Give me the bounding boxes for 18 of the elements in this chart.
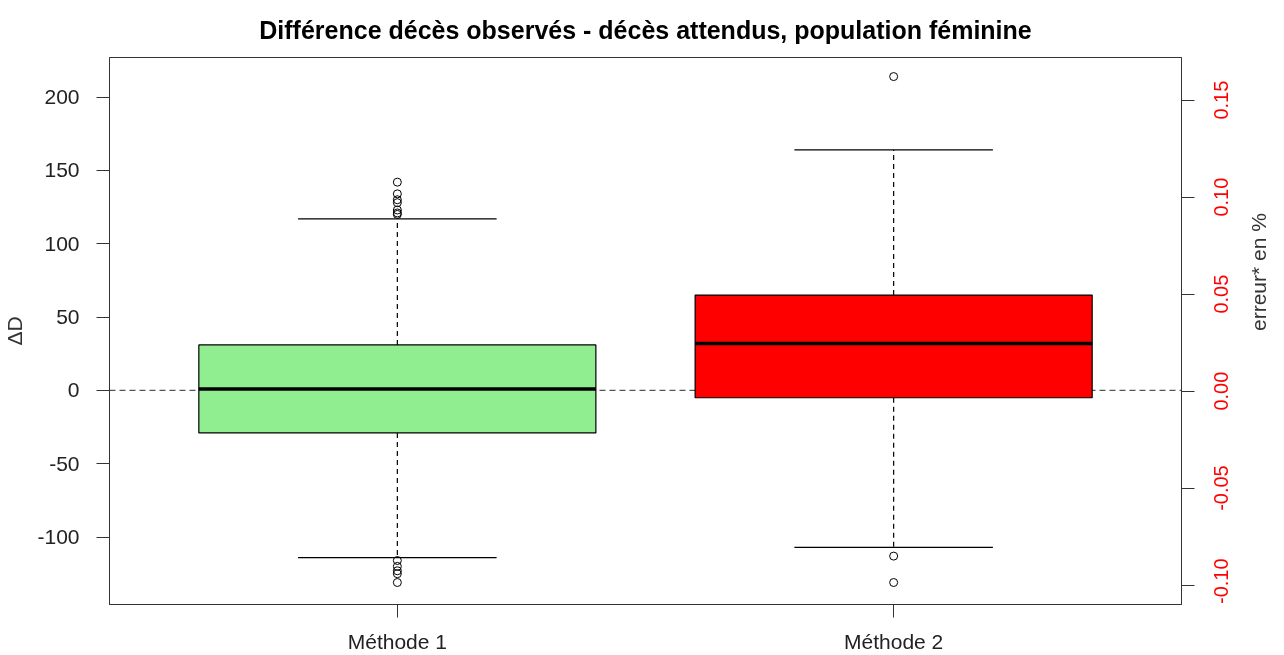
y2-axis-title: erreur* en % [1247, 213, 1270, 331]
y-tick-label: 150 [44, 158, 80, 182]
y2-tick-label: 0.15 [1210, 80, 1233, 120]
x-tick-label: Méthode 2 [844, 629, 944, 653]
y2-tick-label: 0.10 [1210, 177, 1233, 217]
y2-tick-label: 0.00 [1210, 371, 1233, 411]
x-tick-label: Méthode 1 [347, 629, 447, 653]
y-tick-label: 100 [44, 231, 80, 255]
y-tick-label: 0 [67, 378, 80, 402]
y2-tick-label: -0.05 [1210, 465, 1233, 511]
y-axis-title: ΔD [3, 316, 27, 346]
y2-tick-label: -0.10 [1210, 558, 1233, 604]
y-tick-label: 200 [44, 85, 80, 109]
y-tick-label: -100 [37, 525, 80, 549]
chart-title: Différence décès observés - décès attendus, population féminine [259, 15, 1032, 44]
y-tick-label: -50 [49, 451, 80, 475]
y2-tick-label: 0.05 [1210, 274, 1233, 314]
y-tick-label: 50 [56, 305, 80, 329]
